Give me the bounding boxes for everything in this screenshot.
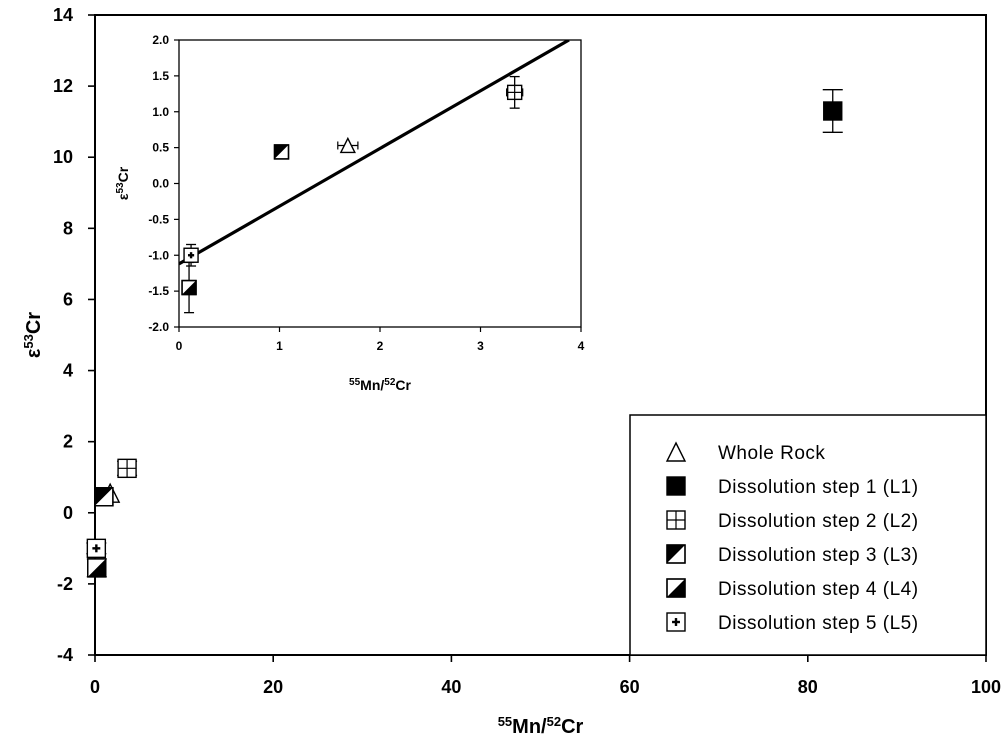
inset-y-tick-label: -2.0 xyxy=(148,320,169,334)
inset-fit-line-group xyxy=(179,40,570,266)
main-y-tick-label: 6 xyxy=(63,289,73,309)
main-y-tick-label: 12 xyxy=(53,76,73,96)
legend-label: Dissolution step 1 (L1) xyxy=(718,477,919,498)
inset-x-tick-label: 4 xyxy=(578,339,585,353)
inset-data-point xyxy=(181,279,197,296)
main-y-tick-label: 14 xyxy=(53,5,73,25)
inset-x-tick-label: 3 xyxy=(477,339,484,353)
inset-data-point xyxy=(506,84,523,101)
main-y-tick-label: 2 xyxy=(63,432,73,452)
inset-y-tick-label: 0.0 xyxy=(152,177,169,191)
inset-data-point xyxy=(183,247,199,263)
main-x-tick-label: 80 xyxy=(798,677,818,697)
main-data-point xyxy=(94,487,114,507)
inset-y-tick-label: 1.0 xyxy=(152,105,169,119)
main-x-tick-label: 20 xyxy=(263,677,283,697)
inset-y-tick-label: 2.0 xyxy=(152,33,169,47)
main-x-tick-label: 100 xyxy=(971,677,1001,697)
inset-x-tick-label: 0 xyxy=(176,339,183,353)
inset-data-point xyxy=(273,144,290,160)
inset-fit-line xyxy=(179,40,570,266)
main-y-tick-label: 10 xyxy=(53,147,73,167)
main-y-tick-label: 0 xyxy=(63,503,73,523)
inset-y-tick-label: -1.5 xyxy=(148,284,169,298)
legend-marker xyxy=(666,612,686,632)
legend-label: Dissolution step 2 (L2) xyxy=(718,511,919,532)
inset-x-axis-title: 55Mn/52Cr xyxy=(349,377,411,394)
main-x-tick-label: 60 xyxy=(620,677,640,697)
legend-label: Dissolution step 3 (L3) xyxy=(718,545,919,566)
main-x-axis-title: 55Mn/52Cr xyxy=(498,714,584,739)
inset-data-point xyxy=(339,136,356,154)
main-y-tick-label: -4 xyxy=(57,645,73,665)
legend-marker xyxy=(666,476,686,496)
main-y-tick-label: -2 xyxy=(57,574,73,594)
legend-box xyxy=(629,414,987,656)
main-x-tick-label: 40 xyxy=(441,677,461,697)
main-y-tick-label: 8 xyxy=(63,218,73,238)
main-data-point xyxy=(86,538,107,559)
main-data-point xyxy=(87,558,107,578)
legend-label: Dissolution step 5 (L5) xyxy=(718,613,919,634)
legend-marker xyxy=(665,441,687,462)
main-y-tick-label: 4 xyxy=(63,361,73,381)
main-x-tick-label: 0 xyxy=(90,677,100,697)
inset-y-tick-label: 0.5 xyxy=(152,141,169,155)
main-data-point xyxy=(823,101,843,121)
inset-y-tick-label: -0.5 xyxy=(148,212,169,226)
legend-marker xyxy=(666,544,686,564)
inset-plot-frame xyxy=(178,39,582,328)
inset-x-tick-label: 1 xyxy=(276,339,283,353)
legend-label: Whole Rock xyxy=(718,443,825,464)
inset-y-tick-label: 1.5 xyxy=(152,69,169,83)
legend-marker xyxy=(666,510,686,530)
main-data-point xyxy=(117,458,137,479)
main-y-axis-title: ε53Cr xyxy=(21,312,46,358)
inset-y-tick-label: -1.0 xyxy=(148,248,169,262)
main-plot-frame xyxy=(94,14,987,656)
inset-y-axis-title: ε53Cr xyxy=(115,166,132,200)
legend-label: Dissolution step 4 (L4) xyxy=(718,579,919,600)
inset-x-tick-label: 2 xyxy=(377,339,384,353)
legend-marker xyxy=(666,578,686,598)
